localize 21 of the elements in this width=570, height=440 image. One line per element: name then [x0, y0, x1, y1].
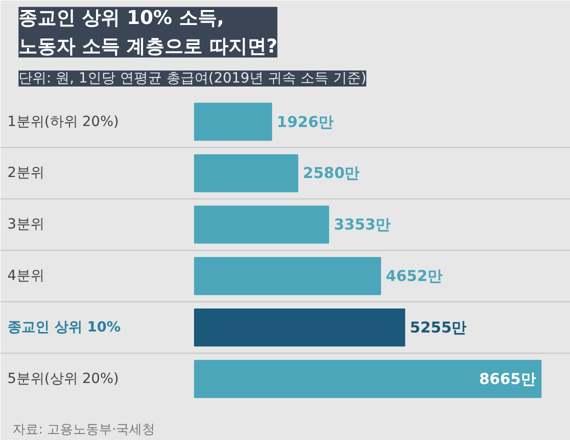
bar	[194, 360, 542, 398]
data-label: 3353만	[334, 216, 391, 234]
y-tick-label: 2분위	[7, 165, 44, 182]
data-label: 5255만	[410, 318, 467, 336]
chart-subtitle: 단위: 원, 1인당 연평균 총급여(2019년 귀속 소득 기준)	[18, 70, 366, 86]
bar	[194, 257, 382, 296]
data-label: 2580만	[302, 164, 360, 182]
bar	[194, 102, 272, 141]
y-tick-label: 1분위(하위 20%)	[7, 114, 119, 130]
y-tick-label: 4분위	[7, 268, 44, 284]
data-label: 8665만	[479, 370, 536, 388]
y-tick-label: 5분위(상위 20%)	[7, 370, 119, 387]
text: 자료: 고용노동부·국세청	[12, 422, 156, 438]
bar	[194, 154, 298, 192]
bar	[194, 206, 330, 244]
data-label: 4652만	[386, 267, 443, 286]
y-tick-label: 3분위	[7, 216, 44, 233]
data-label: 1926만	[276, 112, 334, 131]
bar	[194, 308, 406, 347]
y-tick-label: 종교인 상위 10%	[7, 320, 121, 336]
chart-title: 종교인 상위 10% 소득, 노동자 소득 계층으로 따지면?	[18, 6, 278, 58]
